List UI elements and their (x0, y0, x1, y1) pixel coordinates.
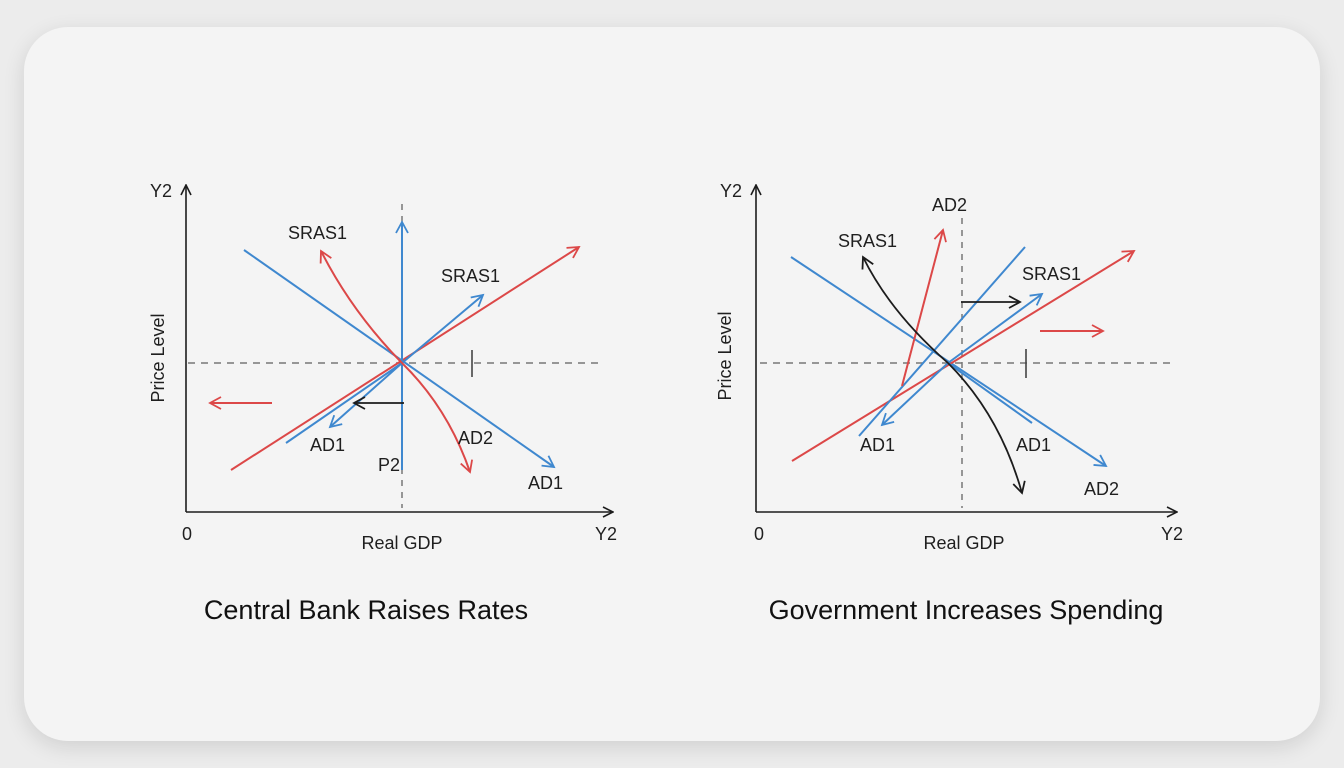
origin-label: 0 (182, 524, 192, 544)
panel-central-bank: Y2 Y2 0 Price Level Real GDP SRAS1 SRAS1… (148, 181, 617, 625)
ad2-black-curve (947, 362, 1026, 495)
sras1-label-left: SRAS1 (838, 231, 897, 251)
x-axis-title: Real GDP (923, 533, 1004, 553)
ad2-red-curve (401, 362, 473, 474)
ad1-label-right: AD1 (1016, 435, 1051, 455)
ad1-blue-arrow (328, 362, 403, 429)
sras1-label-right: SRAS1 (441, 266, 500, 286)
sras1-red-curve-top (319, 249, 403, 364)
figure-card (24, 27, 1320, 741)
ad1-label-bottom: AD1 (528, 473, 563, 493)
y-axis-title: Price Level (715, 311, 735, 400)
sras1-black-curve-top (861, 255, 949, 364)
sras-curve-red (791, 250, 1136, 462)
ad2-label-top: AD2 (932, 195, 967, 215)
origin-label: 0 (754, 524, 764, 544)
ad1-label-left: AD1 (860, 435, 895, 455)
sras1-label-right: SRAS1 (1022, 264, 1081, 284)
sras1-blue-lower (285, 362, 403, 444)
ad2-label-bottom: AD2 (1084, 479, 1119, 499)
ad1-label-left: AD1 (310, 435, 345, 455)
panel-title: Central Bank Raises Rates (204, 595, 528, 625)
sras1-blue-upper (947, 292, 1044, 364)
ad2-label: AD2 (458, 428, 493, 448)
x-axis-title: Real GDP (361, 533, 442, 553)
y-axis-title: Price Level (148, 313, 168, 402)
ad1-blue-arrow (880, 362, 949, 427)
panel-government-spending: Y2 Y2 0 Price Level Real GDP AD2 SRAS1 S… (715, 181, 1183, 625)
sras-blue-long (858, 246, 1026, 437)
panel-title: Government Increases Spending (769, 595, 1164, 625)
x-axis-max-label: Y2 (595, 524, 617, 544)
sras1-blue-upper (401, 293, 485, 364)
ad1-blue-right (947, 362, 1033, 424)
x-axis-max-label: Y2 (1161, 524, 1183, 544)
sras1-label-top: SRAS1 (288, 223, 347, 243)
y-axis-max-label: Y2 (720, 181, 742, 201)
y-axis-max-label: Y2 (150, 181, 172, 201)
p2-label: P2 (378, 455, 400, 475)
ad2-red-line (901, 228, 947, 387)
sras-curve-red (230, 245, 581, 471)
